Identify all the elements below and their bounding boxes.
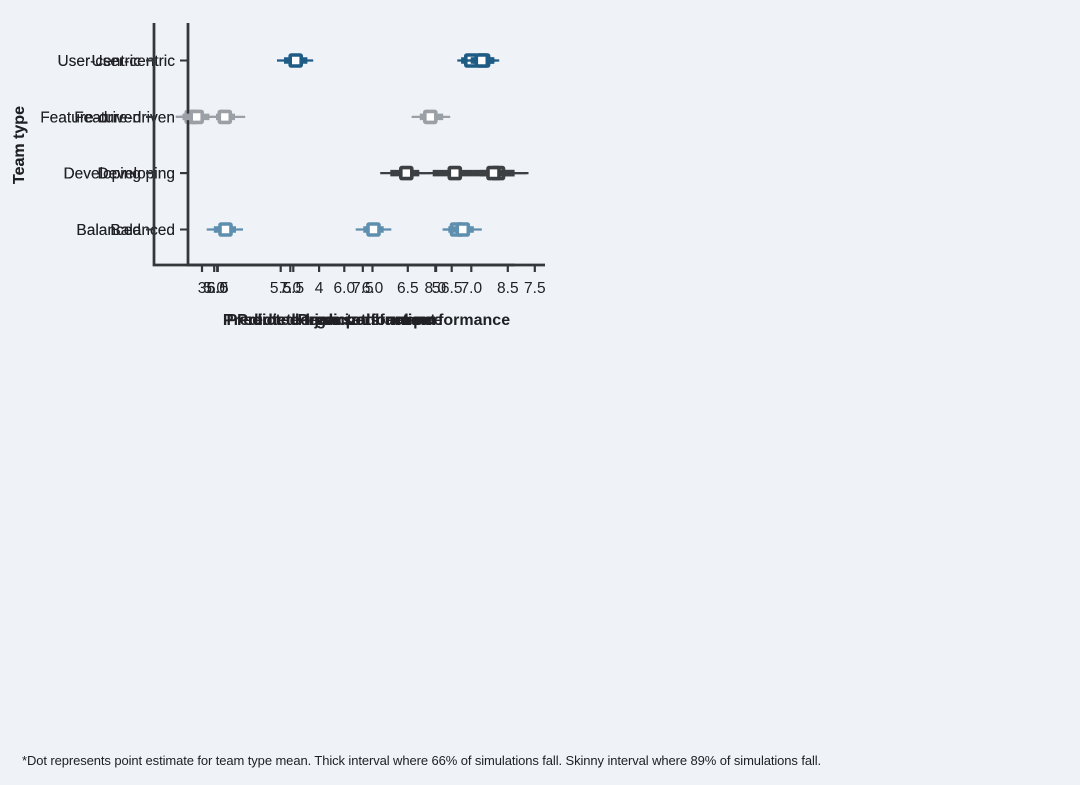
axis-spine <box>152 23 515 267</box>
estimate-square <box>189 109 204 125</box>
x-tick-label: 6.5 <box>397 280 419 297</box>
footnote: *Dot represents point estimate for team … <box>22 753 822 768</box>
panel-predicted-job-satisfaction: 5.0 5.5 6.0 6.5 User-centric Feature-driven De… <box>0 0 540 365</box>
estimate-square <box>288 53 304 68</box>
x-tick-label: 7.5 <box>352 280 374 297</box>
estimate-square <box>486 165 501 181</box>
category-label: Developing <box>97 166 175 183</box>
category-label: Feature-driven <box>40 109 141 126</box>
x-tick-label: 5.5 <box>270 280 292 297</box>
category-label: Developing <box>63 166 141 183</box>
x-tick-label: 7.0 <box>461 280 483 297</box>
category-label: Developing <box>63 166 141 183</box>
x-tick-label: 3 <box>198 280 207 297</box>
x-tick-label: 6.0 <box>334 280 356 297</box>
category-label: Balanced <box>110 222 175 239</box>
x-tick-label: 5.0 <box>203 280 225 297</box>
x-tick-label: 5.0 <box>206 280 228 297</box>
x-tick-label: 4 <box>315 280 324 297</box>
category-label: User-centric <box>57 53 141 70</box>
estimate-square <box>218 222 233 237</box>
category-label: Feature-driven <box>74 109 175 126</box>
estimate-square <box>455 222 471 237</box>
x-tick-label: 7.5 <box>524 280 546 297</box>
x-axis-title: Predicted burnout <box>298 312 436 329</box>
x-tick-label: 6.5 <box>207 280 229 297</box>
x-tick-label: 5 <box>432 280 441 297</box>
category-label: Balanced <box>76 222 141 239</box>
estimate-square <box>474 53 490 68</box>
x-axis-title: Predicted team performance <box>226 312 442 329</box>
x-tick-label: 6.5 <box>441 280 463 297</box>
x-axis-title: Predicted organizational performance <box>223 312 510 329</box>
x-tick-label: 6.0 <box>362 280 384 297</box>
estimate-square <box>447 165 463 181</box>
x-axis-title: Predicted job satisfaction <box>237 312 432 329</box>
category-label: Balanced <box>110 222 175 239</box>
x-tick-label: 8.0 <box>425 280 447 297</box>
y-axis-title: Team type <box>11 106 28 184</box>
y-axis-title: Team type <box>11 106 28 184</box>
estimate-square <box>366 222 381 237</box>
x-tick-label: 5.5 <box>283 280 305 297</box>
category-label: Feature-driven <box>74 109 175 126</box>
estimate-square <box>422 109 438 125</box>
estimate-square <box>217 109 233 125</box>
category-label: User-centric <box>57 53 141 70</box>
x-tick-label: 7.0 <box>280 280 302 297</box>
category-label: Feature-driven <box>40 109 141 126</box>
category-label: Developing <box>97 166 175 183</box>
x-tick-label: 8.5 <box>497 280 519 297</box>
category-label: Balanced <box>76 222 141 239</box>
estimate-square <box>398 165 414 181</box>
chart-svg: 5.0 5.5 6.0 6.5 User-centric Feature-driven De… <box>40 23 515 329</box>
